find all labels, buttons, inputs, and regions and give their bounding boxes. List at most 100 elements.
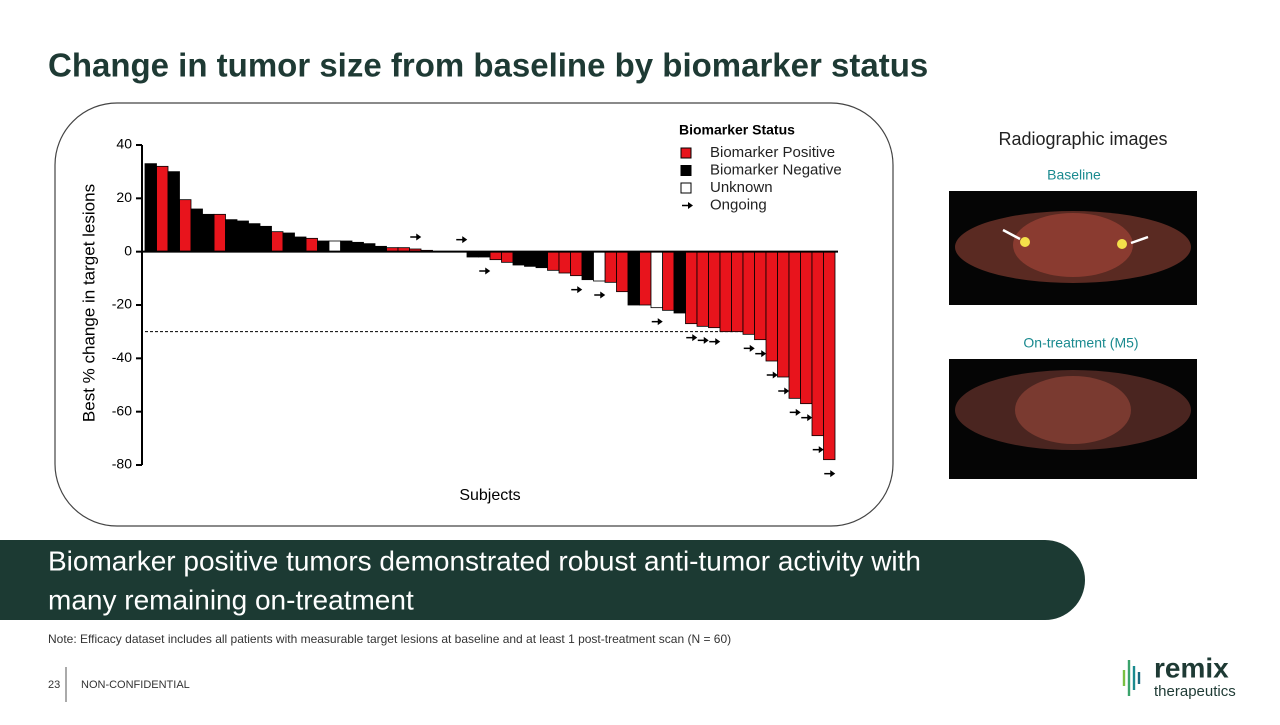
y-tick-label: -20 (112, 296, 132, 312)
bar (317, 240, 330, 253)
bar (190, 208, 203, 253)
banner-text: many remaining on-treatment (48, 584, 414, 615)
bar (501, 251, 514, 263)
bar (202, 213, 215, 253)
bar (213, 213, 226, 253)
bar (639, 251, 652, 306)
bar (581, 251, 594, 281)
bar (754, 251, 767, 341)
legend-marker (682, 202, 693, 209)
y-tick-label: 0 (124, 242, 132, 258)
ongoing-arrow (801, 414, 813, 422)
scan-arrow (1002, 228, 1149, 245)
arrow-head (577, 286, 583, 294)
ongoing-arrow (571, 286, 583, 294)
legend-marker (680, 165, 692, 176)
classification: NON-CONFIDENTIAL (81, 679, 190, 691)
legend-label: Biomarker Negative (710, 161, 842, 178)
legend-label: Ongoing (710, 196, 767, 213)
bar (236, 220, 249, 253)
bar (731, 251, 744, 333)
ongoing-arrow (743, 344, 755, 352)
bar (673, 251, 686, 314)
bar (650, 251, 663, 309)
y-tick-label: 20 (116, 189, 132, 205)
bar (777, 251, 790, 378)
ongoing-arrow (766, 371, 778, 379)
arrow-head (772, 371, 778, 379)
bar (179, 199, 192, 253)
logo-sub: therapeutics (1154, 683, 1236, 700)
ongoing-arrow (709, 338, 721, 346)
arrow-head (703, 336, 709, 344)
legend-marker (680, 182, 692, 194)
y-tick-label: -80 (112, 456, 132, 472)
bar (627, 251, 640, 306)
x-axis-label: Subjects (459, 487, 520, 504)
scan-body (1015, 376, 1131, 444)
bar (719, 251, 732, 333)
legend-label: Unknown (710, 179, 773, 196)
bar (593, 251, 606, 282)
y-tick-label: -60 (112, 402, 132, 418)
bar (271, 231, 284, 253)
banner-text: Biomarker positive tumors demonstrated r… (48, 545, 921, 576)
legend-label: Biomarker Positive (710, 144, 835, 161)
ongoing-arrow (594, 291, 606, 299)
bar (512, 251, 525, 266)
ongoing-arrow (456, 236, 468, 244)
bar (156, 165, 169, 253)
legend-marker (680, 147, 692, 159)
bar (765, 251, 778, 362)
y-tick-label: 40 (116, 136, 132, 152)
note: Note: Efficacy dataset includes all pati… (48, 632, 731, 646)
arrow-head (795, 408, 801, 416)
bar (547, 251, 560, 271)
arrow-head (657, 318, 663, 326)
bar (524, 251, 537, 267)
arrow-head (600, 291, 606, 299)
ongoing-arrow (686, 334, 698, 342)
bar (823, 251, 836, 461)
legend-title: Biomarker Status (679, 122, 795, 138)
ongoing-arrow (479, 267, 491, 275)
arrow-head (830, 470, 836, 478)
bar (340, 240, 353, 253)
arrow-head (807, 414, 813, 422)
bar (616, 251, 629, 293)
bar (662, 251, 675, 311)
arrow-head (462, 236, 468, 244)
slide-title: Change in tumor size from baseline by bi… (48, 47, 928, 84)
arrow-head (818, 446, 824, 454)
bar (811, 251, 824, 437)
ongoing-arrow (812, 446, 824, 454)
y-axis-label: Best % change in target lesions (79, 184, 98, 422)
arrow-head (692, 334, 698, 342)
bar (604, 251, 617, 283)
bar (363, 243, 376, 253)
scan-body (1013, 213, 1133, 277)
bar (535, 251, 548, 269)
scan-hotspot (1020, 237, 1030, 247)
logo-icon (1122, 660, 1141, 696)
arrow-head (784, 387, 790, 395)
ongoing-arrow (697, 336, 709, 344)
images-title: Radiographic images (998, 129, 1167, 149)
scan-hotspot (1117, 239, 1127, 249)
logo-name: remix (1154, 652, 1229, 683)
bar (282, 232, 295, 253)
arrow-head (761, 350, 767, 358)
bar (305, 237, 318, 253)
bar (696, 251, 709, 327)
bar (788, 251, 801, 399)
bar (167, 171, 180, 253)
arrow-head (416, 233, 422, 241)
ongoing-arrow (789, 408, 801, 416)
chart-frame (54, 102, 894, 527)
image-label: On-treatment (M5) (1023, 335, 1138, 351)
bar (570, 251, 583, 277)
arrow-head (715, 338, 721, 346)
ongoing-arrow (410, 233, 422, 241)
ongoing-arrow (755, 350, 767, 358)
